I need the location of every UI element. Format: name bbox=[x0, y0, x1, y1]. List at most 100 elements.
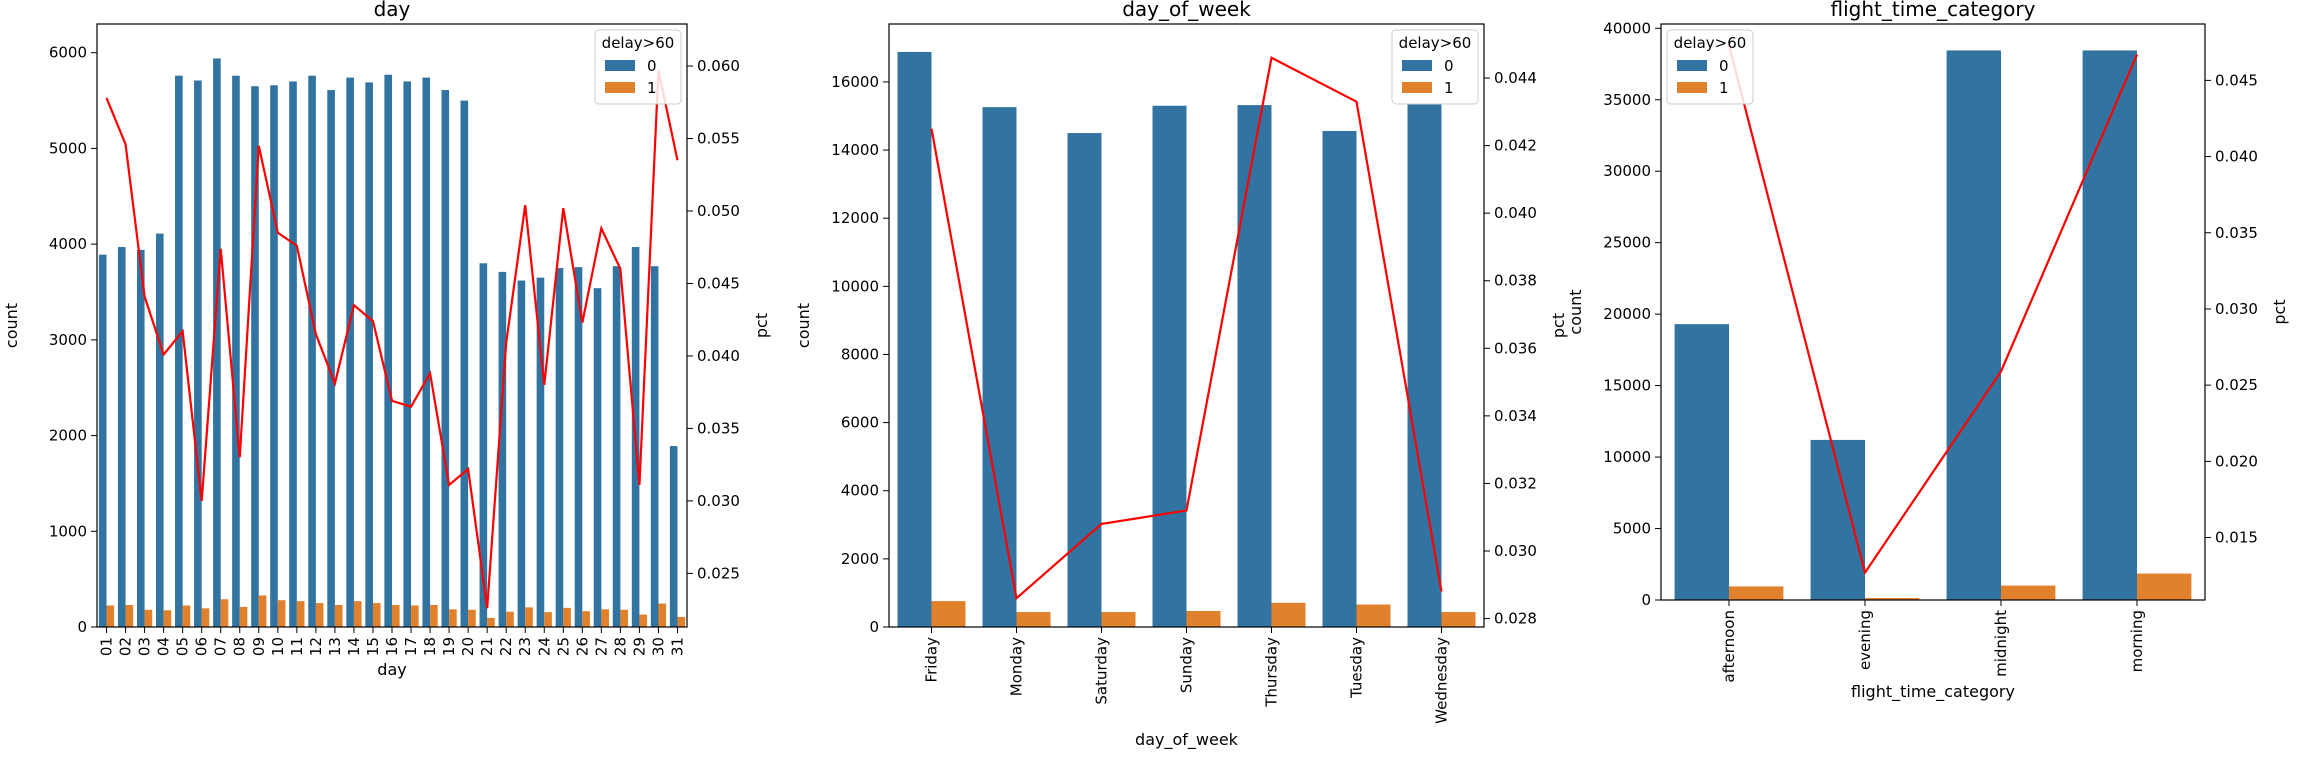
x-tick-label: 29 bbox=[630, 637, 648, 656]
bar-delay0 bbox=[365, 82, 373, 627]
bar-delay1 bbox=[1729, 586, 1784, 600]
y2-tick-label: 0.045 bbox=[697, 274, 740, 292]
legend-label: 1 bbox=[1719, 79, 1729, 97]
bar-delay0 bbox=[1946, 50, 2001, 600]
y-tick-label: 3000 bbox=[49, 331, 87, 349]
legend-label: 0 bbox=[1719, 57, 1729, 75]
x-tick-label: afternoon bbox=[1720, 610, 1738, 683]
y-tick-label: 1000 bbox=[49, 522, 87, 540]
x-tick-label: Tuesday bbox=[1348, 637, 1366, 699]
x-tick-label: 01 bbox=[98, 637, 116, 656]
y-tick-label: 14000 bbox=[831, 141, 879, 159]
bar-delay1 bbox=[1101, 612, 1136, 627]
x-tick-label: 25 bbox=[554, 637, 572, 656]
x-tick-label: 23 bbox=[516, 637, 534, 656]
x-axis-label: day bbox=[377, 660, 406, 679]
y-axis-label: count bbox=[1566, 289, 1585, 334]
legend: delay>60 0 1 bbox=[1666, 29, 1754, 105]
bar-delay1 bbox=[677, 616, 686, 627]
x-tick-label: 13 bbox=[326, 637, 344, 656]
bar-delay1 bbox=[392, 604, 400, 627]
bar-delay0 bbox=[441, 90, 450, 628]
bar-delay1 bbox=[296, 601, 305, 627]
legend-label: 1 bbox=[647, 79, 657, 97]
bar-delay1 bbox=[125, 604, 134, 627]
bar-delay0 bbox=[650, 266, 659, 627]
bar-delay0 bbox=[289, 81, 297, 627]
bar-delay1 bbox=[544, 612, 552, 627]
y-axis-label: count bbox=[2, 303, 21, 348]
y-tick-label: 6000 bbox=[841, 414, 879, 432]
bar-delay0 bbox=[117, 247, 126, 627]
x-tick-label: Thursday bbox=[1263, 637, 1281, 708]
y2-axis-label: pct bbox=[1549, 313, 1568, 338]
y-tick-label: 25000 bbox=[1603, 234, 1651, 252]
x-tick-label: 08 bbox=[231, 637, 249, 656]
y2-tick-label: 0.032 bbox=[1494, 474, 1537, 492]
chart-title: day_of_week bbox=[1122, 0, 1251, 21]
y-tick-label: 4000 bbox=[49, 235, 87, 253]
bar-delay0 bbox=[213, 58, 221, 627]
y-axis-label: count bbox=[794, 303, 813, 348]
x-tick-label: Sunday bbox=[1178, 637, 1196, 693]
x-tick-label: 02 bbox=[117, 637, 135, 656]
bar-delay1 bbox=[506, 611, 514, 627]
bar-delay1 bbox=[1356, 604, 1391, 627]
x-tick-label: 10 bbox=[269, 637, 287, 656]
bar-delay1 bbox=[582, 611, 590, 627]
bar-delay1 bbox=[1441, 612, 1476, 627]
y-tick-label: 30000 bbox=[1603, 162, 1651, 180]
y-tick-label: 35000 bbox=[1603, 91, 1651, 109]
bar-delay1 bbox=[931, 601, 966, 627]
y-tick-label: 12000 bbox=[831, 209, 879, 227]
y-tick-label: 2000 bbox=[49, 427, 87, 445]
bar-delay1 bbox=[144, 609, 153, 627]
bar-delay1 bbox=[1186, 610, 1221, 627]
y-tick-label: 0 bbox=[77, 618, 87, 636]
x-tick-label: evening bbox=[1856, 610, 1874, 670]
x-tick-label: 11 bbox=[288, 637, 306, 656]
y-tick-label: 2000 bbox=[841, 550, 879, 568]
bar-delay0 bbox=[1407, 103, 1442, 627]
y2-tick-label: 0.025 bbox=[2215, 376, 2258, 394]
bar-delay1 bbox=[334, 604, 343, 627]
y2-tick-label: 0.035 bbox=[697, 419, 740, 437]
y2-tick-label: 0.036 bbox=[1494, 339, 1537, 357]
x-tick-label: 21 bbox=[478, 637, 496, 656]
x-tick-label: 17 bbox=[402, 637, 420, 656]
x-tick-label: 28 bbox=[611, 637, 629, 656]
bar-delay0 bbox=[897, 51, 932, 627]
bar-delay0 bbox=[98, 254, 107, 627]
bar-delay0 bbox=[460, 100, 469, 628]
x-tick-label: 31 bbox=[668, 637, 686, 656]
bar-delay0 bbox=[403, 81, 412, 627]
y2-tick-label: 0.035 bbox=[2215, 224, 2258, 242]
legend-title: delay>60 bbox=[1399, 34, 1472, 52]
y-tick-label: 4000 bbox=[841, 482, 879, 500]
y2-tick-label: 0.030 bbox=[2215, 300, 2258, 318]
x-tick-label: 09 bbox=[250, 637, 268, 656]
bar-delay1 bbox=[620, 609, 628, 627]
y-tick-label: 10000 bbox=[831, 277, 879, 295]
y-tick-label: 5000 bbox=[49, 139, 87, 157]
bar-delay0 bbox=[555, 268, 564, 627]
bar-delay1 bbox=[1016, 612, 1051, 627]
bar-delay1 bbox=[563, 607, 571, 627]
y2-axis-label: pct bbox=[2270, 299, 2289, 324]
bar-delay0 bbox=[194, 80, 202, 627]
y-tick-label: 0 bbox=[869, 618, 879, 636]
x-tick-label: 14 bbox=[345, 637, 363, 656]
x-tick-label: 07 bbox=[212, 637, 230, 656]
y-tick-label: 16000 bbox=[831, 73, 879, 91]
x-tick-label: 30 bbox=[649, 637, 667, 656]
bar-delay0 bbox=[346, 77, 354, 628]
x-tick-label: 06 bbox=[193, 637, 211, 656]
x-tick-label: midnight bbox=[1992, 610, 2010, 677]
bar-delay1 bbox=[525, 607, 533, 627]
y-tick-label: 15000 bbox=[1603, 377, 1651, 395]
bar-delay1 bbox=[639, 614, 648, 627]
bar-delay0 bbox=[327, 90, 335, 628]
y2-axis-label: pct bbox=[752, 313, 771, 338]
x-axis-label: flight_time_category bbox=[1851, 682, 2015, 702]
